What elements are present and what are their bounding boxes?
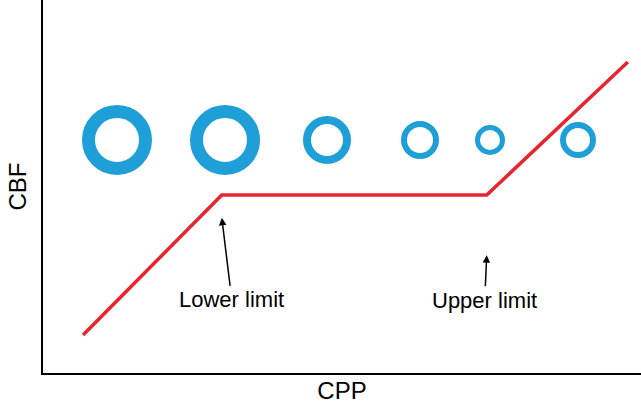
svg-text:CBF: CBF: [4, 163, 31, 211]
svg-text:Lower limit: Lower limit: [179, 287, 284, 312]
svg-text:CPP: CPP: [317, 377, 366, 404]
svg-text:Upper limit: Upper limit: [432, 288, 537, 313]
